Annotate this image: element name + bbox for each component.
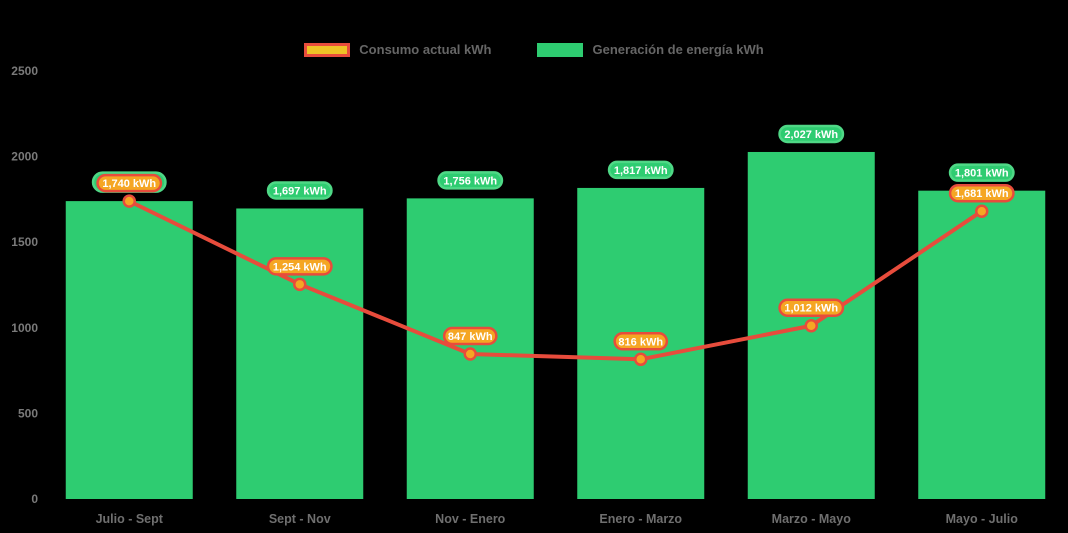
bar-5[interactable] (918, 190, 1046, 499)
y-tick-2500: 2500 (11, 64, 38, 78)
consumo-label-4-text: 1,012 kWh (784, 303, 838, 315)
bar-label-1 (266, 181, 333, 200)
consumo-label-2-text: 847 kWh (448, 331, 493, 343)
x-label-2: Nov - Enero (435, 512, 506, 526)
legend-label-generacion: Generación de energía kWh (592, 42, 764, 57)
bar-label-2-text: 1,756 kWh (443, 175, 497, 187)
y-tick-1000: 1000 (11, 321, 38, 335)
bar-label-3 (607, 160, 674, 180)
legend-item-consumo[interactable]: Consumo actual kWh (304, 42, 491, 57)
consumo-label-1 (266, 257, 333, 276)
consumo-point-3[interactable] (634, 352, 648, 367)
legend-item-generacion[interactable]: Generación de energía kWh (537, 42, 764, 57)
bar-1[interactable] (236, 208, 364, 499)
consumo-point-0[interactable] (122, 194, 136, 208)
consumo-point-2[interactable] (463, 347, 477, 361)
x-label-4: Marzo - Mayo (772, 512, 852, 526)
bar-label-4 (778, 124, 845, 144)
chart-legend: Consumo actual kWh Generación de energía… (0, 42, 1068, 57)
consumo-point-5[interactable] (975, 204, 989, 218)
bar-label-3-text: 1,817 kWh (614, 165, 668, 177)
consumo-point-4[interactable] (804, 318, 818, 333)
consumo-label-2 (442, 326, 498, 346)
y-tick-500: 500 (18, 406, 38, 420)
bar-label-1-text: 1,697 kWh (273, 185, 327, 197)
x-label-3: Enero - Marzo (599, 512, 682, 526)
consumo-label-1-text: 1,254 kWh (273, 261, 327, 273)
generacion-swatch-icon (537, 42, 584, 57)
consumo-swatch-icon (304, 42, 351, 57)
consumo-label-3-text: 816 kWh (618, 336, 663, 348)
y-tick-1500: 1500 (11, 235, 38, 249)
bar-label-2 (437, 171, 504, 190)
bar-0[interactable] (65, 201, 193, 499)
consumo-label-0 (96, 173, 163, 193)
consumo-label-3 (613, 332, 669, 351)
bar-label-5 (948, 163, 1015, 182)
legend-label-consumo: Consumo actual kWh (359, 42, 492, 57)
x-label-0: Julio - Sept (96, 512, 164, 526)
consumo-label-5 (948, 183, 1015, 203)
consumo-label-5-text: 1,681 kWh (955, 188, 1009, 200)
y-tick-0: 0 (31, 492, 38, 506)
x-label-1: Sept - Nov (269, 512, 331, 526)
y-tick-2000: 2000 (11, 150, 38, 164)
bar-label-4-text: 2,027 kWh (784, 129, 838, 141)
consumo-label-0-text: 1,740 kWh (102, 178, 156, 190)
bar-label-5-text: 1,801 kWh (955, 168, 1009, 180)
x-label-5: Mayo - Julio (946, 512, 1019, 526)
consumo-label-4 (778, 298, 845, 317)
consumo-point-1[interactable] (293, 277, 307, 292)
